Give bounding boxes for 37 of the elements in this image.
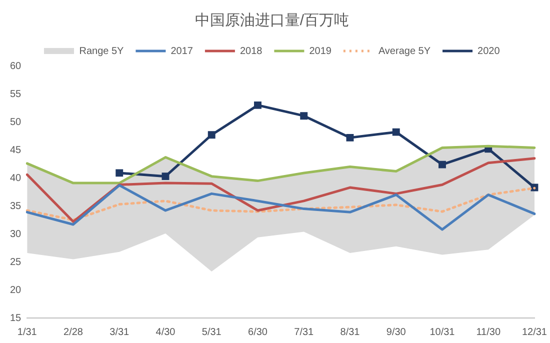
x-tick-label: 10/31 — [430, 326, 456, 338]
point — [392, 128, 400, 136]
y-tick-label: 40 — [10, 172, 22, 184]
y-tick-label: 30 — [10, 228, 22, 240]
point — [116, 169, 124, 177]
point — [208, 131, 216, 139]
x-tick-label: 12/31 — [522, 326, 548, 338]
legend-label: 2019 — [309, 46, 332, 57]
x-tick-label: 8/31 — [340, 326, 360, 338]
x-tick-label: 4/30 — [156, 326, 176, 338]
legend-label: Average 5Y — [378, 46, 431, 57]
y-tick-label: 20 — [10, 284, 22, 296]
x-tick-label: 7/31 — [294, 326, 314, 338]
legend-label: 2018 — [240, 46, 263, 57]
y-tick-label: 35 — [10, 200, 22, 212]
legend-label: 2020 — [478, 46, 500, 57]
x-tick-label: 3/31 — [110, 326, 130, 338]
point — [438, 160, 446, 168]
y-tick-label: 50 — [10, 116, 22, 128]
y-tick-label: 60 — [10, 60, 22, 72]
point — [162, 172, 170, 180]
point — [254, 101, 262, 109]
point — [346, 134, 354, 142]
x-tick-label: 11/30 — [476, 326, 501, 338]
y-tick-label: 55 — [10, 88, 22, 100]
y-tick-label: 15 — [10, 312, 22, 324]
chart-title: 中国原油进口量/百万吨 — [194, 12, 350, 30]
x-tick-label: 2/28 — [64, 326, 84, 338]
x-tick-label: 5/31 — [202, 326, 222, 338]
x-tick-label: 9/30 — [386, 326, 406, 338]
y-tick-label: 45 — [10, 144, 22, 156]
point — [300, 112, 308, 120]
legend-label: 2017 — [170, 46, 194, 57]
x-tick-label: 1/31 — [17, 326, 38, 338]
x-tick-label: 6/30 — [248, 326, 268, 338]
text: Range 5Y — [79, 46, 124, 57]
y-tick-label: 25 — [10, 256, 22, 268]
